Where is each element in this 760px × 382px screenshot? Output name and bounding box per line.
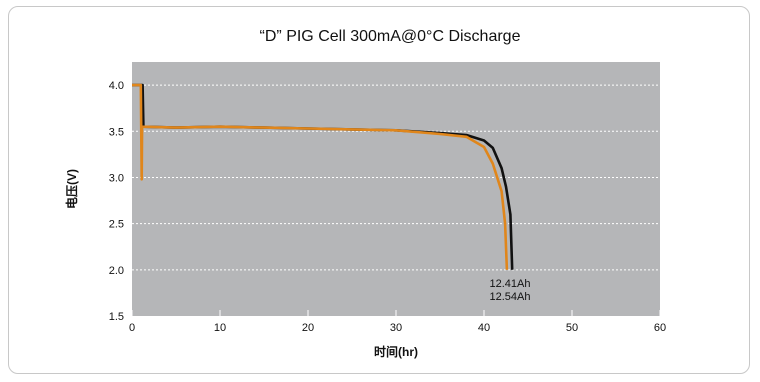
y-tick-label: 3.5 [109, 126, 124, 138]
x-axis-label: 时间(hr) [374, 344, 418, 359]
x-tick-label: 0 [129, 322, 135, 334]
x-tick-label: 50 [566, 322, 578, 334]
y-axis-label: 电压(V) [64, 169, 79, 209]
y-tick-label: 3.0 [109, 172, 124, 184]
y-tick-label: 2.5 [109, 219, 124, 231]
gridlines [132, 84, 660, 271]
series-line-2 [132, 83, 509, 270]
annotation-capacity-2: 12.54Ah [490, 291, 531, 303]
plot-area [132, 62, 660, 316]
y-tick-label: 1.5 [109, 311, 124, 323]
y-tick-label: 4.0 [109, 80, 124, 92]
x-tick-label: 60 [654, 322, 666, 334]
x-tick-label: 40 [478, 322, 490, 334]
x-tick-label: 10 [214, 322, 226, 334]
y-tick-label: 2.0 [109, 265, 124, 277]
x-tick-label: 20 [302, 322, 314, 334]
x-axis-ticks: 0 10 20 30 40 50 60 [129, 310, 666, 334]
annotation-capacity-1: 12.41Ah [490, 278, 531, 290]
x-tick-label: 30 [390, 322, 402, 334]
chart-title: “D” PIG Cell 300mA@0°C Discharge [260, 28, 521, 45]
series-lines [132, 83, 514, 270]
y-axis-ticks: 1.5 2.0 2.5 3.0 3.5 4.0 [109, 80, 124, 323]
